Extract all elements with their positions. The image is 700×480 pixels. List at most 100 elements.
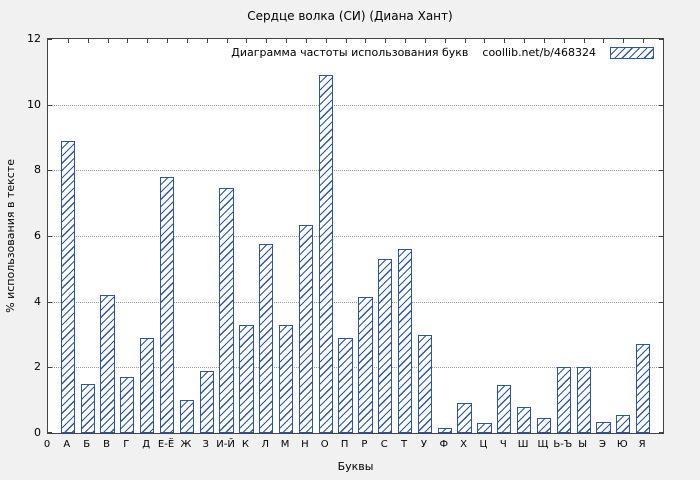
x-tick-label-Р: Р	[361, 439, 368, 450]
y-tickmark	[48, 301, 52, 303]
x-tickmark	[583, 39, 585, 43]
y-tickmark	[48, 39, 52, 40]
x-tickmark	[385, 39, 387, 43]
x-tickmark	[127, 39, 129, 43]
x-tickmark	[524, 39, 526, 43]
x-tick-label-Ь-Ъ: Ь-Ъ	[553, 439, 573, 450]
bar-Щ	[536, 418, 552, 433]
bar-Ы	[576, 367, 591, 433]
bar-Ф	[437, 428, 452, 433]
y-tick-label-10: 10	[27, 97, 41, 111]
x-tickmark	[623, 39, 625, 43]
x-tick-label-Б: Б	[83, 439, 91, 450]
x-tickmark	[563, 39, 565, 43]
gridline-y-4	[48, 301, 663, 303]
x-tickmark	[444, 39, 446, 43]
bar-Т	[397, 249, 413, 433]
x-tickmark	[147, 39, 149, 43]
x-tickmark	[325, 39, 327, 43]
x-tickmark	[286, 39, 288, 43]
x-tick-label-П: П	[340, 439, 349, 450]
x-tick-label-О: О	[320, 439, 329, 450]
x-tickmark	[464, 39, 466, 43]
bar-Е-Ё	[159, 176, 175, 433]
legend-source: coollib.net/b/468324	[482, 46, 596, 59]
x-tickmark	[226, 39, 228, 43]
y-tick-label-8: 8	[34, 163, 41, 177]
plot-area: Диаграмма частоты использования букв coo…	[47, 38, 664, 434]
y-tick-label-12: 12	[27, 32, 41, 45]
x-tick-label-У: У	[420, 439, 427, 450]
bar-Ь-Ъ	[556, 367, 571, 433]
x-tick-label-В: В	[103, 439, 110, 450]
y-tickmark	[48, 236, 52, 237]
x-tick-label-С: С	[380, 439, 388, 450]
gridline-y-6	[48, 236, 663, 237]
y-tick-label-0: 0	[34, 426, 41, 439]
gridline-y-8	[48, 170, 663, 172]
x-tickmark	[603, 39, 605, 43]
x-tick-label-Н: Н	[301, 439, 309, 450]
bar-О	[318, 75, 333, 433]
y-tickmark	[659, 170, 663, 172]
bar-С	[378, 258, 393, 433]
x-tickmark	[87, 39, 89, 43]
bar-Я	[636, 344, 651, 433]
x-tick-label-Ю: Ю	[616, 439, 628, 450]
bar-И-Й	[219, 188, 234, 433]
x-tick-label-Х: Х	[460, 439, 468, 450]
gridline-y-10	[48, 104, 663, 106]
x-tick-label-Ц: Ц	[479, 439, 488, 450]
bar-В	[100, 295, 115, 433]
x-tickmark	[167, 39, 169, 43]
x-tickmark	[107, 39, 109, 43]
x-tick-label-Я: Я	[638, 439, 646, 450]
x-tickmark	[345, 39, 347, 43]
x-tick-label-origin: 0	[43, 439, 51, 450]
bar-Д	[140, 337, 155, 433]
bar-Г	[120, 377, 135, 433]
x-tick-label-Ф: Ф	[439, 439, 449, 450]
x-tickmark	[186, 39, 188, 43]
x-tickmark	[246, 39, 248, 43]
x-tickmark	[504, 39, 506, 43]
bar-Э	[596, 421, 611, 433]
x-tickmark	[206, 39, 208, 43]
bar-Р	[358, 296, 373, 433]
legend-swatch	[610, 46, 654, 59]
bar-Ж	[179, 400, 194, 433]
bar-У	[417, 334, 433, 433]
x-tick-label-К: К	[241, 439, 249, 450]
x-axis-label: Буквы	[337, 460, 374, 473]
x-tickmark	[365, 39, 367, 43]
x-tickmark	[484, 39, 486, 43]
chart-title: Сердце волка (СИ) (Диана Хант)	[247, 9, 453, 23]
y-tickmark	[48, 367, 52, 369]
y-tickmark	[48, 170, 52, 172]
y-tick-label-2: 2	[34, 360, 41, 374]
x-tick-label-А: А	[63, 439, 71, 450]
bar-Л	[259, 244, 274, 433]
x-tickmark	[305, 39, 307, 43]
x-tick-label-Щ: Щ	[537, 439, 549, 450]
bar-Н	[298, 224, 314, 433]
bar-К	[239, 324, 254, 433]
x-tick-label-Ы: Ы	[578, 439, 588, 450]
legend-label: Диаграмма частоты использования букв	[231, 46, 469, 59]
x-tickmark	[405, 39, 407, 43]
y-tickmark	[659, 432, 663, 433]
bar-Б	[80, 383, 95, 433]
x-tick-label-З: З	[202, 439, 209, 450]
bar-Ю	[616, 414, 631, 433]
x-tickmark	[266, 39, 268, 43]
bar-З	[199, 370, 214, 433]
x-tick-label-Г: Г	[123, 439, 130, 450]
x-tick-label-Т: Т	[401, 439, 408, 450]
x-tick-label-Д: Д	[142, 439, 151, 450]
y-tickmark	[659, 39, 663, 40]
bar-А	[60, 140, 75, 433]
y-tickmark	[659, 236, 663, 237]
x-tick-label-М: М	[280, 439, 290, 450]
bar-Х	[457, 403, 472, 433]
